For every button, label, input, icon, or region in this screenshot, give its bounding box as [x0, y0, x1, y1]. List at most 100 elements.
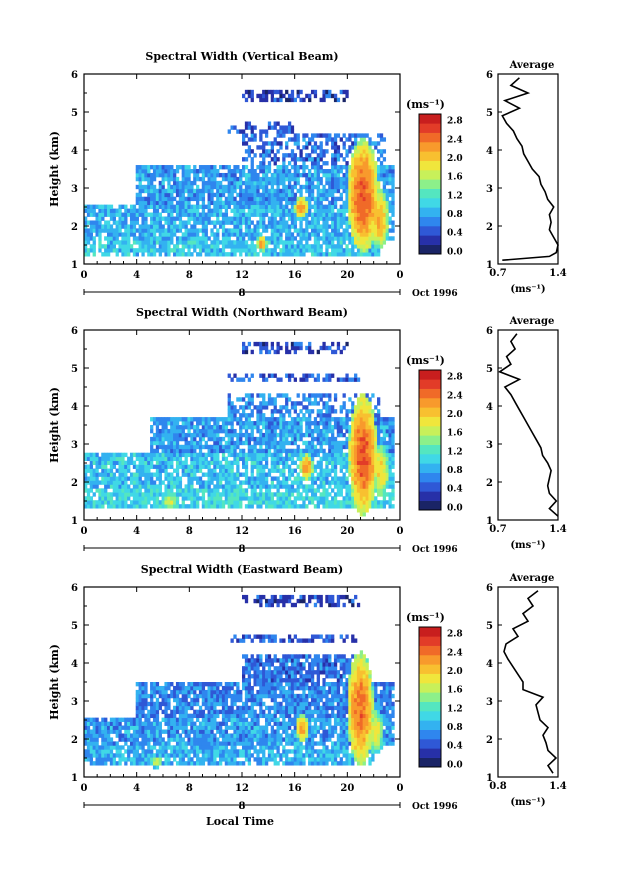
heatmap-cell	[356, 488, 361, 493]
heatmap-cell	[293, 157, 297, 162]
heatmap-cell	[129, 745, 134, 750]
heatmap-cell	[92, 761, 96, 766]
heatmap-cell	[118, 753, 122, 758]
heatmap-cell	[239, 456, 243, 462]
heatmap-cell	[236, 236, 240, 241]
heatmap-cell	[213, 232, 217, 237]
heatmap-cell	[167, 432, 171, 438]
heatmap-cell	[244, 401, 249, 406]
heatmap-cell	[348, 216, 352, 221]
heatmap-cell	[313, 145, 318, 150]
heatmap-cell	[190, 180, 194, 186]
heatmap-cell	[276, 425, 280, 430]
heatmap-cell	[365, 405, 369, 410]
heatmap-cell	[348, 248, 352, 253]
heatmap-cell	[196, 176, 200, 182]
heatmap-cell	[362, 212, 366, 217]
heatmap-cell	[339, 500, 343, 505]
heatmap-cell	[313, 393, 318, 398]
heatmap-cell	[121, 737, 125, 742]
heatmap-cell	[259, 204, 263, 209]
heatmap-cell	[316, 472, 320, 477]
color-bar-swatch	[419, 207, 441, 217]
heatmap-cell	[187, 440, 191, 446]
heatmap-cell	[305, 484, 309, 489]
heatmap-cell	[141, 496, 145, 501]
heatmap-cell	[259, 428, 263, 434]
heatmap-cell	[144, 184, 148, 190]
heatmap-cell	[359, 500, 364, 505]
heatmap-cell	[127, 212, 131, 217]
heatmap-cell	[170, 248, 174, 253]
heatmap-cell	[256, 492, 260, 497]
heatmap-cell	[173, 220, 177, 225]
heatmap-cell	[210, 432, 214, 438]
heatmap-cell	[319, 417, 323, 422]
color-bar-tick: 0.4	[447, 485, 463, 495]
heatmap-cell	[253, 460, 257, 465]
heatmap-cell	[262, 141, 266, 146]
heatmap-cell	[356, 236, 361, 241]
heatmap-cell	[121, 464, 125, 469]
heatmap-cell	[230, 428, 234, 434]
heatmap-cell	[259, 444, 263, 450]
heatmap-cell	[161, 184, 165, 190]
heatmap-cell	[293, 401, 297, 406]
heatmap-cell	[365, 500, 369, 505]
heatmap-cell	[187, 417, 191, 422]
heatmap-cell	[305, 448, 309, 454]
heatmap-cell	[310, 228, 315, 233]
heatmap-cell	[339, 153, 343, 158]
heatmap-cell	[155, 212, 160, 217]
heatmap-cell	[233, 476, 237, 481]
heatmap-cell	[253, 341, 257, 347]
heatmap-cell	[178, 252, 183, 257]
heatmap-cell	[118, 240, 122, 245]
heatmap-cell	[141, 484, 145, 489]
heatmap-cell	[242, 240, 246, 245]
heatmap-cell	[305, 409, 309, 414]
heatmap-cell	[339, 409, 343, 414]
heatmap-cell	[382, 228, 387, 233]
heatmap-cell	[348, 137, 352, 142]
heatmap-cell	[351, 421, 355, 426]
heatmap-cell	[129, 224, 134, 229]
heatmap-cell	[207, 444, 211, 450]
heatmap-cell	[299, 244, 303, 249]
heatmap-cell	[198, 192, 203, 198]
heatmap-cell	[270, 456, 274, 462]
heatmap-cell	[152, 196, 157, 202]
heatmap-cell	[161, 436, 165, 442]
heatmap-cell	[190, 432, 194, 438]
heatmap-cell	[313, 248, 318, 253]
heatmap-cell	[368, 153, 372, 158]
heatmap-cell	[319, 444, 323, 450]
heatmap-cell	[216, 188, 220, 194]
heatmap-cell	[92, 248, 96, 253]
heatmap-cell	[276, 236, 280, 241]
heatmap-cell	[305, 405, 309, 410]
heatmap-cell	[322, 432, 326, 438]
heatmap-cell	[336, 188, 341, 194]
heatmap-cell	[308, 204, 312, 209]
heatmap-cell	[112, 717, 116, 722]
heatmap-cell	[101, 456, 105, 462]
heatmap-cell	[98, 248, 102, 253]
heatmap-cell	[236, 377, 240, 382]
heatmap-cell	[299, 248, 303, 253]
heatmap-cell	[293, 452, 297, 458]
heatmap-cell	[296, 176, 300, 182]
heatmap-cell	[391, 425, 395, 430]
heatmap-cell	[339, 224, 343, 229]
heatmap-cell	[285, 401, 289, 406]
color-bar-swatch	[419, 463, 441, 473]
heatmap-cell	[155, 484, 160, 489]
heatmap-cell	[279, 252, 283, 257]
heatmap-cell	[89, 480, 94, 485]
heatmap-cell	[319, 216, 323, 221]
heatmap-cell	[227, 169, 231, 174]
heatmap-cell	[279, 248, 283, 253]
heatmap-cell	[325, 452, 329, 458]
heatmap-cell	[377, 192, 381, 198]
heatmap-cell	[227, 452, 231, 458]
